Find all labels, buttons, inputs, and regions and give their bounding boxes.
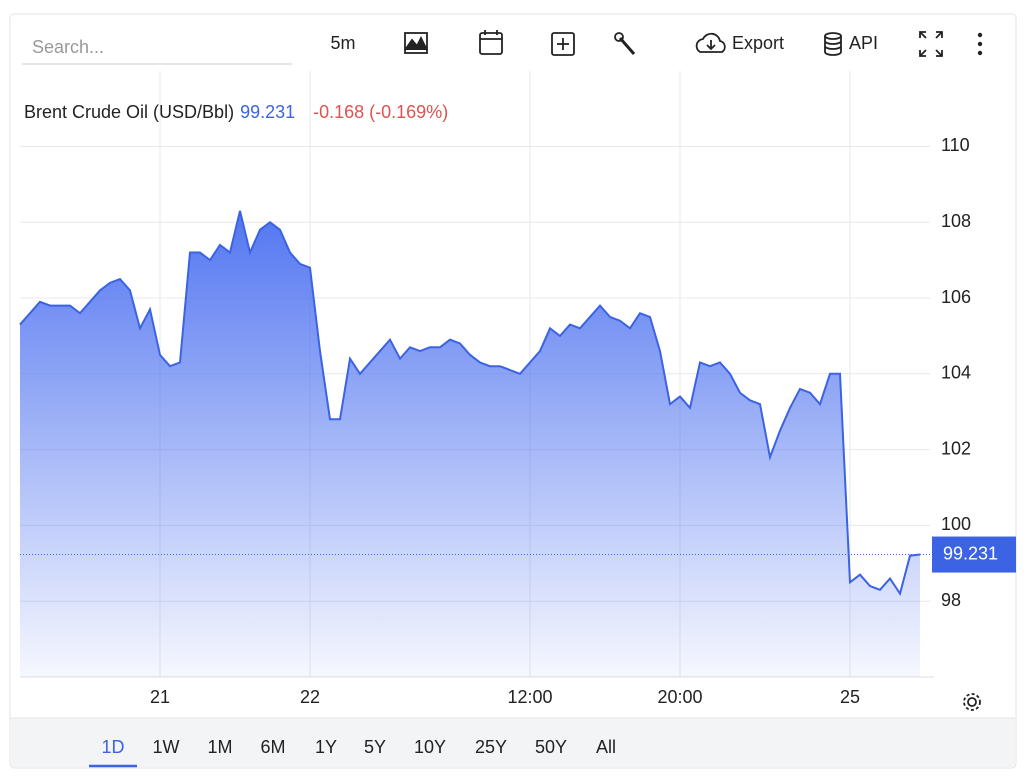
range-button[interactable]: 50Y [535, 737, 567, 757]
tools-icon[interactable] [614, 32, 636, 55]
range-button[interactable]: 5Y [364, 737, 386, 757]
range-button[interactable]: 1Y [315, 737, 337, 757]
last-price-tag [932, 536, 1016, 573]
x-tick-label: 22 [300, 687, 320, 707]
chart-type-icon[interactable] [404, 32, 428, 54]
range-bar [11, 718, 1015, 767]
instrument-title: Brent Crude Oil (USD/Bbl) 99.231 -0.168 (-… [24, 102, 448, 122]
range-button[interactable]: All [596, 737, 616, 757]
calendar-icon[interactable] [479, 30, 503, 55]
y-tick-label: 106 [941, 287, 971, 307]
range-button[interactable]: 25Y [475, 737, 507, 757]
instrument-name: Brent Crude Oil (USD/Bbl) [24, 102, 234, 122]
interval-button[interactable]: 5m [330, 33, 355, 53]
price-line [19, 210, 921, 597]
range-button[interactable]: 1D [101, 737, 124, 757]
export-icon[interactable] [695, 32, 726, 53]
last-price: 99.231 [240, 102, 295, 122]
add-indicator-icon[interactable] [551, 32, 575, 56]
x-tick-label: 12:00 [507, 687, 552, 707]
area-fill [20, 210, 920, 677]
api-icon[interactable] [824, 32, 842, 56]
fullscreen-icon[interactable] [919, 31, 943, 57]
y-tick-label: 102 [941, 438, 971, 458]
range-button[interactable]: 1M [207, 737, 232, 757]
plot-area: 98 100 102 104 106 108 110 21 22 12:00 20:00 25 99.2… [19, 70, 1016, 707]
settings-icon[interactable] [963, 693, 981, 711]
range-button[interactable]: 10Y [414, 737, 446, 757]
export-button[interactable]: Export [732, 33, 784, 53]
y-tick-label: 108 [941, 211, 971, 231]
price-change: -0.168 (-0.169%) [313, 102, 448, 122]
x-tick-label: 25 [840, 687, 860, 707]
x-tick-label: 21 [150, 687, 170, 707]
y-tick-label: 100 [941, 514, 971, 534]
last-price-tag-label: 99.231 [943, 543, 998, 563]
range-button[interactable]: 6M [260, 737, 285, 757]
search-input[interactable]: Search... [32, 37, 104, 57]
x-tick-label: 20:00 [657, 687, 702, 707]
y-tick-label: 98 [941, 590, 961, 610]
y-tick-label: 104 [941, 363, 971, 383]
y-tick-label: 110 [941, 135, 970, 155]
range-button[interactable]: 1W [153, 737, 180, 757]
api-button[interactable]: API [849, 33, 878, 53]
more-menu[interactable] [977, 32, 983, 56]
